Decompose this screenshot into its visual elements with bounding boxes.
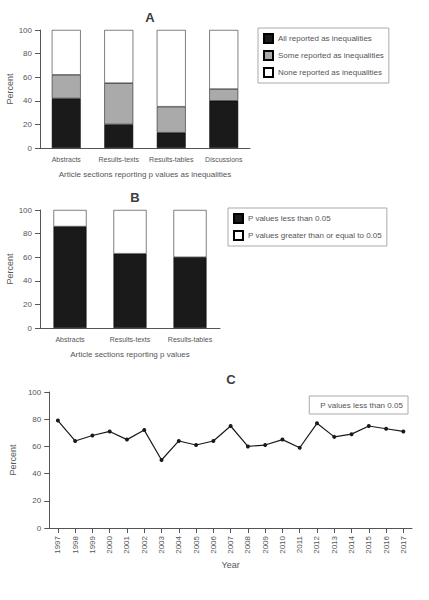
svg-text:80: 80: [23, 229, 32, 238]
svg-text:2007: 2007: [226, 535, 235, 553]
svg-text:2006: 2006: [209, 535, 218, 553]
svg-text:1997: 1997: [53, 535, 62, 553]
svg-text:1999: 1999: [88, 535, 97, 553]
svg-text:2005: 2005: [192, 535, 201, 553]
svg-text:B: B: [130, 190, 139, 205]
svg-text:Abstracts: Abstracts: [55, 336, 85, 343]
svg-text:Results-texts: Results-texts: [110, 336, 151, 343]
svg-text:Discussions: Discussions: [205, 156, 243, 163]
svg-text:60: 60: [23, 73, 32, 82]
svg-text:20: 20: [23, 120, 32, 129]
svg-text:2017: 2017: [399, 535, 408, 553]
svg-text:2003: 2003: [157, 535, 166, 553]
svg-text:2000: 2000: [105, 535, 114, 553]
svg-text:P values greater than or equal: P values greater than or equal to 0.05: [248, 231, 382, 240]
svg-text:Percent: Percent: [5, 253, 15, 285]
svg-text:20: 20: [32, 496, 41, 505]
svg-text:60: 60: [23, 253, 32, 262]
svg-text:0: 0: [28, 324, 33, 333]
svg-text:60: 60: [32, 442, 41, 451]
svg-text:Percent: Percent: [5, 73, 15, 105]
svg-text:P values less than 0.05: P values less than 0.05: [248, 214, 331, 223]
svg-text:2015: 2015: [364, 535, 373, 553]
svg-text:Article sections reporting p v: Article sections reporting p values as i…: [59, 170, 232, 179]
svg-text:2002: 2002: [140, 535, 149, 553]
svg-text:2010: 2010: [278, 535, 287, 553]
svg-text:100: 100: [19, 26, 33, 35]
svg-text:20: 20: [23, 300, 32, 309]
svg-text:100: 100: [19, 206, 33, 215]
svg-text:Abstracts: Abstracts: [52, 156, 82, 163]
svg-text:Results-tables: Results-tables: [168, 336, 213, 343]
svg-text:None reported as inequalities: None reported as inequalities: [278, 68, 382, 77]
svg-text:1998: 1998: [71, 535, 80, 553]
svg-text:80: 80: [23, 49, 32, 58]
svg-text:2012: 2012: [312, 535, 321, 553]
svg-text:All reported as inequalities: All reported as inequalities: [278, 34, 372, 43]
svg-text:Year: Year: [222, 560, 240, 570]
svg-text:2013: 2013: [330, 535, 339, 553]
svg-text:0: 0: [37, 524, 42, 533]
svg-text:80: 80: [32, 415, 41, 424]
svg-text:40: 40: [23, 96, 32, 105]
svg-text:A: A: [145, 10, 155, 25]
svg-text:2016: 2016: [382, 535, 391, 553]
svg-text:Article sections reporting p v: Article sections reporting p values: [70, 350, 190, 359]
svg-text:Results-texts: Results-texts: [99, 156, 140, 163]
svg-text:Percent: Percent: [8, 444, 18, 476]
svg-text:40: 40: [32, 469, 41, 478]
svg-text:2001: 2001: [122, 535, 131, 553]
svg-text:C: C: [226, 372, 236, 387]
svg-text:100: 100: [28, 388, 42, 397]
svg-text:2011: 2011: [295, 535, 304, 553]
svg-text:P values less than 0.05: P values less than 0.05: [320, 401, 403, 410]
svg-text:Results-tables: Results-tables: [149, 156, 194, 163]
svg-text:40: 40: [23, 276, 32, 285]
svg-text:2009: 2009: [261, 535, 270, 553]
svg-text:Some reported as inequalities: Some reported as inequalities: [278, 51, 384, 60]
svg-text:2004: 2004: [174, 535, 183, 553]
svg-text:0: 0: [28, 144, 33, 153]
svg-text:2008: 2008: [243, 535, 252, 553]
svg-text:2014: 2014: [347, 535, 356, 553]
